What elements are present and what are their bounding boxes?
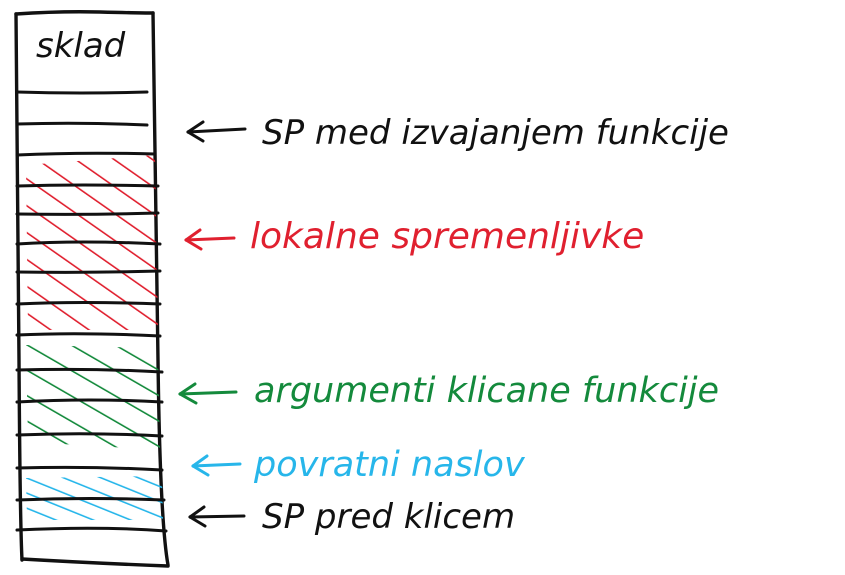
stack-divider-lines [15,90,168,533]
label-sp-before: SP pred klicem [262,497,515,537]
label-ret: povratni naslov [253,445,526,485]
arrow-ret [191,454,242,477]
arrow-locals [184,228,236,251]
label-locals: lokalne spremenljivke [250,216,644,257]
stack-outline [14,10,170,568]
arrow-sp-before [188,505,246,528]
label-args: argumenti klicane funkcije [254,371,719,411]
arrow-args [178,382,238,405]
stack-title: sklad [36,26,126,66]
arrow-sp-during [186,120,247,143]
label-sp-during: SP med izvajanjem funkcije [262,113,729,153]
